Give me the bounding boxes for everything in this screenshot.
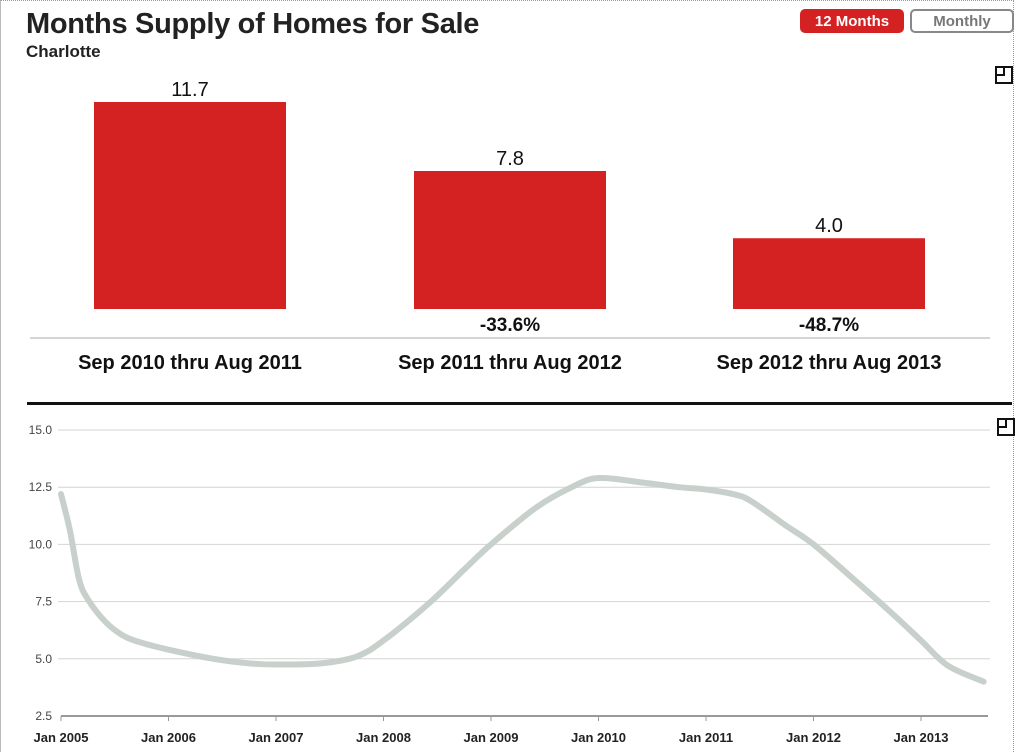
x-tick-label: Jan 2011 <box>679 730 733 745</box>
bar <box>733 238 925 309</box>
category-label: Sep 2012 thru Aug 2013 <box>717 352 942 374</box>
y-tick-label: 15.0 <box>29 423 53 437</box>
bar-value-label: 11.7 <box>171 79 208 101</box>
page-title: Months Supply of Homes for Sale <box>26 8 480 40</box>
percent-change-label: -48.7% <box>799 315 859 336</box>
x-tick-label: Jan 2013 <box>894 730 949 745</box>
x-tick-label: Jan 2010 <box>571 730 626 745</box>
divider <box>27 402 1012 405</box>
y-tick-label: 2.5 <box>35 709 52 723</box>
x-tick-label: Jan 2007 <box>249 730 304 745</box>
bar-value-label: 4.0 <box>815 215 843 237</box>
expand-icon[interactable] <box>995 66 1013 84</box>
monthly-button[interactable]: Monthly <box>910 9 1014 33</box>
data-line <box>58 474 987 685</box>
y-tick-label: 5.0 <box>35 652 52 666</box>
percent-change-label: -33.6% <box>480 315 540 336</box>
category-label: Sep 2011 thru Aug 2012 <box>398 352 622 374</box>
y-tick-label: 12.5 <box>29 480 53 494</box>
y-tick-label: 7.5 <box>35 595 52 609</box>
bar-chart: 11.7 Sep 2010 thru Aug 2011 7.8 -33.6% Sep 2… <box>30 79 990 374</box>
expand-icon[interactable] <box>997 418 1015 436</box>
category-label: Sep 2010 thru Aug 2011 <box>78 352 302 374</box>
x-tick-label: Jan 2012 <box>786 730 841 745</box>
x-tick-label: Jan 2005 <box>34 730 89 745</box>
12-months-button[interactable]: 12 Months <box>800 9 904 33</box>
page-subtitle: Charlotte <box>26 42 101 61</box>
x-tick-label: Jan 2006 <box>141 730 196 745</box>
x-tick-label: Jan 2008 <box>356 730 411 745</box>
bar <box>94 102 286 309</box>
y-tick-label: 10.0 <box>29 537 53 551</box>
bar-value-label: 7.8 <box>496 148 524 170</box>
x-tick-label: Jan 2009 <box>464 730 519 745</box>
bar <box>414 171 606 309</box>
